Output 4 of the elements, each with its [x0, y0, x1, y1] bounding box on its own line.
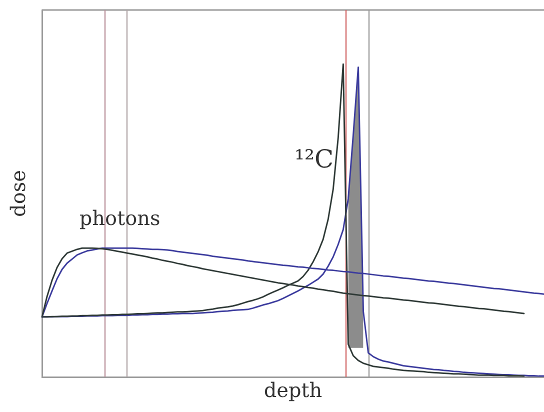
x-axis-title: depth	[264, 378, 322, 402]
y-axis-title: dose	[6, 170, 30, 217]
annotation: ¹²C	[294, 144, 334, 174]
annotation: photons	[79, 206, 160, 230]
